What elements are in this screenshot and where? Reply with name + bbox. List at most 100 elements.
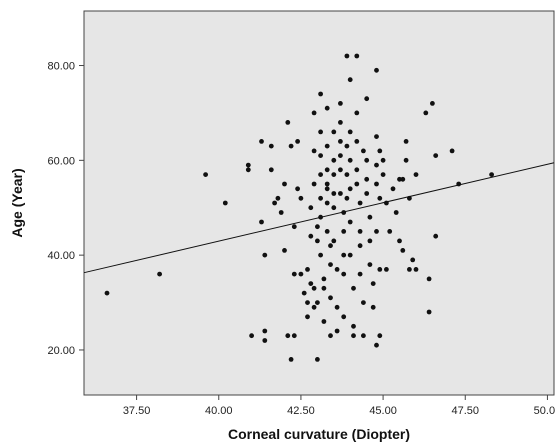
data-point — [380, 172, 386, 178]
data-point — [315, 238, 320, 244]
data-point — [311, 148, 317, 154]
data-point — [374, 181, 379, 187]
data-point — [301, 290, 307, 296]
data-point — [413, 172, 419, 178]
data-point — [397, 176, 402, 182]
data-point — [324, 186, 330, 192]
data-point — [423, 110, 429, 116]
y-axis-title: Age (Year) — [9, 168, 25, 237]
data-point — [305, 300, 310, 305]
data-point — [354, 53, 360, 59]
data-point — [338, 167, 343, 173]
data-point — [249, 333, 255, 339]
data-point — [338, 139, 343, 144]
data-point — [351, 333, 356, 339]
data-point — [334, 304, 340, 310]
data-point — [374, 229, 379, 234]
data-point — [324, 229, 330, 234]
data-point — [374, 162, 379, 168]
data-point — [430, 101, 435, 106]
data-point — [377, 333, 383, 339]
data-point — [275, 195, 281, 201]
data-point — [387, 229, 393, 234]
data-point — [331, 129, 337, 135]
data-point — [305, 267, 310, 272]
data-point — [426, 309, 432, 315]
data-point — [331, 157, 337, 163]
data-point — [400, 248, 406, 253]
data-point — [449, 148, 455, 154]
data-point — [377, 267, 383, 272]
data-point — [433, 233, 439, 239]
data-point — [318, 129, 323, 135]
data-point — [324, 181, 330, 187]
data-point — [285, 333, 291, 339]
data-point — [357, 200, 363, 206]
data-point — [262, 338, 268, 343]
data-point — [344, 53, 350, 59]
data-point — [374, 342, 379, 348]
data-point — [393, 210, 399, 215]
data-point — [390, 186, 396, 192]
data-point — [268, 143, 274, 149]
data-point — [328, 333, 333, 339]
data-point — [328, 295, 333, 301]
data-point — [278, 210, 284, 215]
x-tick-label: 37.50 — [123, 405, 151, 417]
data-point — [298, 195, 304, 201]
data-point — [341, 271, 347, 277]
data-point — [347, 252, 353, 258]
data-point — [338, 153, 343, 159]
data-point — [318, 195, 323, 201]
data-point — [347, 77, 353, 83]
data-point — [291, 224, 297, 230]
data-point — [311, 110, 317, 116]
data-point — [262, 328, 268, 334]
data-point — [344, 143, 350, 149]
data-point — [331, 238, 337, 244]
data-point — [384, 267, 389, 272]
data-point — [295, 186, 300, 192]
data-point — [403, 139, 409, 144]
data-point — [321, 319, 327, 324]
data-point — [374, 67, 379, 73]
data-point — [354, 139, 360, 144]
data-point — [361, 148, 366, 154]
data-point — [298, 271, 304, 277]
data-point — [341, 252, 347, 258]
data-point — [315, 300, 320, 305]
data-point — [361, 300, 366, 305]
y-axis: 20.00 40.00 60.00 80.00 — [47, 61, 84, 357]
x-tick-label: 42.50 — [287, 405, 315, 417]
x-tick-label: 50.00 — [534, 405, 555, 417]
data-point — [407, 267, 412, 272]
data-point — [370, 304, 376, 310]
data-point — [410, 257, 416, 263]
data-point — [364, 96, 370, 102]
data-point — [344, 195, 350, 201]
data-point — [315, 224, 320, 230]
data-point — [426, 276, 432, 282]
data-point — [413, 267, 419, 272]
data-point — [305, 314, 310, 320]
data-point — [282, 181, 287, 187]
data-point — [361, 333, 366, 339]
data-point — [367, 262, 373, 267]
data-point — [347, 129, 353, 135]
data-point — [377, 148, 383, 154]
y-tick-label: 80.00 — [47, 61, 75, 73]
data-point — [245, 162, 251, 168]
x-axis: 37.50 40.00 42.50 45.00 47.50 50.00 — [123, 395, 555, 417]
data-point — [321, 285, 327, 291]
data-point — [331, 172, 337, 178]
data-point — [324, 167, 330, 173]
data-point — [203, 172, 209, 178]
data-point — [282, 248, 287, 253]
data-point — [272, 200, 277, 206]
x-tick-label: 47.50 — [451, 405, 479, 417]
data-point — [380, 157, 386, 163]
data-point — [341, 314, 347, 320]
data-point — [400, 176, 406, 182]
x-axis-title: Corneal curvature (Diopter) — [228, 426, 410, 442]
data-point — [367, 214, 373, 220]
